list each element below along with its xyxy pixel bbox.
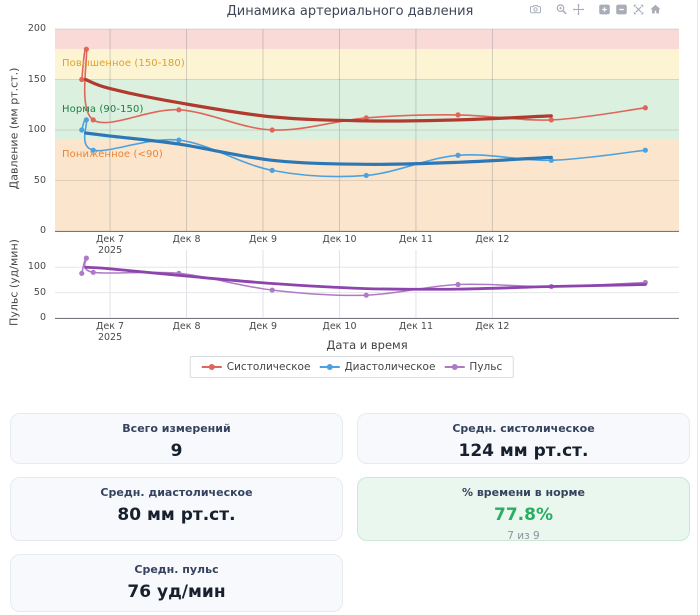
plotly-modebar (527, 2, 664, 17)
data-point (363, 292, 369, 298)
y-tick-label: 0 (39, 312, 46, 323)
data-point (83, 255, 89, 261)
stat-value: 9 (170, 441, 183, 461)
y-tick-label: 100 (27, 124, 46, 135)
x-tick-label: Дек 7 2025 (96, 321, 125, 344)
stat-value: 80 мм рт.ст. (117, 505, 236, 525)
x-tick-label: Дек 9 (248, 234, 278, 245)
stat-sub: 7 из 9 (507, 530, 540, 541)
x-tick-year: 2025 (97, 332, 123, 344)
x-tick-label: Дек 11 (398, 234, 433, 245)
data-point (83, 117, 89, 123)
legend-label: Диастолическое (344, 361, 436, 373)
legend-item-Пульс[interactable]: Пульс (444, 361, 502, 373)
data-point (83, 46, 89, 52)
x-tick-label: Дек 10 (322, 321, 357, 332)
y-tick-label: 0 (39, 225, 46, 236)
pulse-axis-title: Пульс (уд/мин) (7, 239, 21, 326)
zone-band (55, 29, 679, 50)
data-point (79, 127, 85, 133)
data-point (548, 117, 554, 123)
x-tick-year: 2025 (97, 245, 123, 257)
y-tick-label: 150 (27, 73, 46, 85)
zoom-out-icon[interactable] (613, 2, 630, 17)
legend-item-Систолическое[interactable]: Систолическое (201, 361, 311, 373)
stat-label: Средн. диастолическое (100, 486, 253, 499)
zone-label: Норма (90-150) (62, 103, 144, 115)
zoom-in-icon[interactable] (596, 2, 613, 17)
data-point (79, 76, 85, 83)
stat-label: Всего измерений (122, 422, 231, 435)
x-tick-label: Дек 11 (398, 321, 433, 332)
data-point (90, 147, 96, 153)
x-tick-label: Дек 8 (172, 234, 201, 245)
camera-icon[interactable] (527, 2, 544, 17)
x-tick-label: Дек 7 2025 (96, 234, 125, 257)
pan-icon[interactable] (570, 2, 587, 17)
x-tick-label: Дек 9 (248, 321, 278, 332)
zone-label: Пониженное (<90) (62, 149, 163, 161)
x-tick-label: Дек 12 (475, 321, 510, 332)
data-point (176, 107, 182, 113)
y-tick-label: 50 (33, 174, 46, 186)
series-line-Систолическое (тренд) (84, 77, 553, 123)
stat-label: Средн. систолическое (452, 422, 595, 435)
legend-label: Систолическое (226, 361, 311, 373)
legend-label: Пульс (469, 361, 503, 373)
y-tick-label: 50 (33, 286, 46, 298)
data-point (269, 167, 275, 173)
stat-card: % времени в норме 77.8% 7 из 9 (357, 477, 690, 541)
data-point (548, 157, 554, 163)
data-point (269, 127, 275, 133)
stat-card: Средн. пульс 76 уд/мин (10, 554, 343, 612)
data-point (269, 287, 275, 293)
data-point (90, 117, 96, 123)
zone-band (55, 79, 679, 141)
data-point (455, 152, 461, 158)
stat-card: Средн. диастолическое 80 мм рт.ст. (10, 477, 343, 541)
stat-label: % времени в норме (461, 486, 585, 499)
zone-label: Повышенное (150-180) (62, 58, 185, 70)
autoscale-icon[interactable] (630, 2, 647, 17)
x-tick-label: Дек 10 (322, 234, 357, 245)
data-point (455, 112, 461, 118)
series-line-Систолическое (81, 47, 647, 131)
chart-title: Динамика артериального давления (226, 4, 474, 19)
stat-card: Средн. систолическое 124 мм рт.ст. (357, 413, 690, 464)
legend-swatch (319, 363, 340, 371)
home-icon[interactable] (647, 2, 664, 17)
data-point (176, 137, 182, 143)
zoom-icon[interactable] (553, 2, 570, 17)
data-point (90, 269, 96, 275)
stat-value: 124 мм рт.ст. (458, 441, 589, 461)
stat-value: 76 уд/мин (127, 582, 226, 602)
zone-band (55, 140, 679, 231)
stat-card: Всего измерений 9 (10, 413, 343, 464)
data-point (455, 281, 461, 288)
stat-label: Средн. пульс (134, 563, 219, 576)
y-tick-label: 200 (27, 23, 46, 34)
stats-cards: Всего измерений 9 Средн. систолическое 124 … (0, 407, 697, 615)
data-point (363, 115, 369, 121)
series-line-Диастолическое (тренд) (84, 131, 553, 166)
data-point (79, 270, 85, 276)
y-tick-label: 100 (27, 261, 46, 273)
data-point (642, 105, 648, 111)
x-axis-title: Дата и время (326, 338, 408, 352)
stat-value: 77.8% (494, 505, 553, 525)
legend-swatch (201, 363, 222, 371)
chart-legend: Систолическое Диастолическое Пульс (189, 356, 515, 378)
legend-item-Диастолическое[interactable]: Диастолическое (319, 361, 435, 373)
plot-canvas[interactable] (0, 0, 698, 400)
x-tick-label: Дек 12 (475, 234, 510, 245)
data-point (363, 172, 369, 179)
data-point (642, 147, 648, 153)
x-tick-label: Дек 8 (172, 321, 201, 332)
zone-band (55, 49, 679, 80)
blood-pressure-chart: Динамика артериального давления Повышенн… (0, 0, 698, 400)
legend-swatch (444, 363, 465, 371)
series-line-Пульс (тренд) (84, 265, 647, 291)
